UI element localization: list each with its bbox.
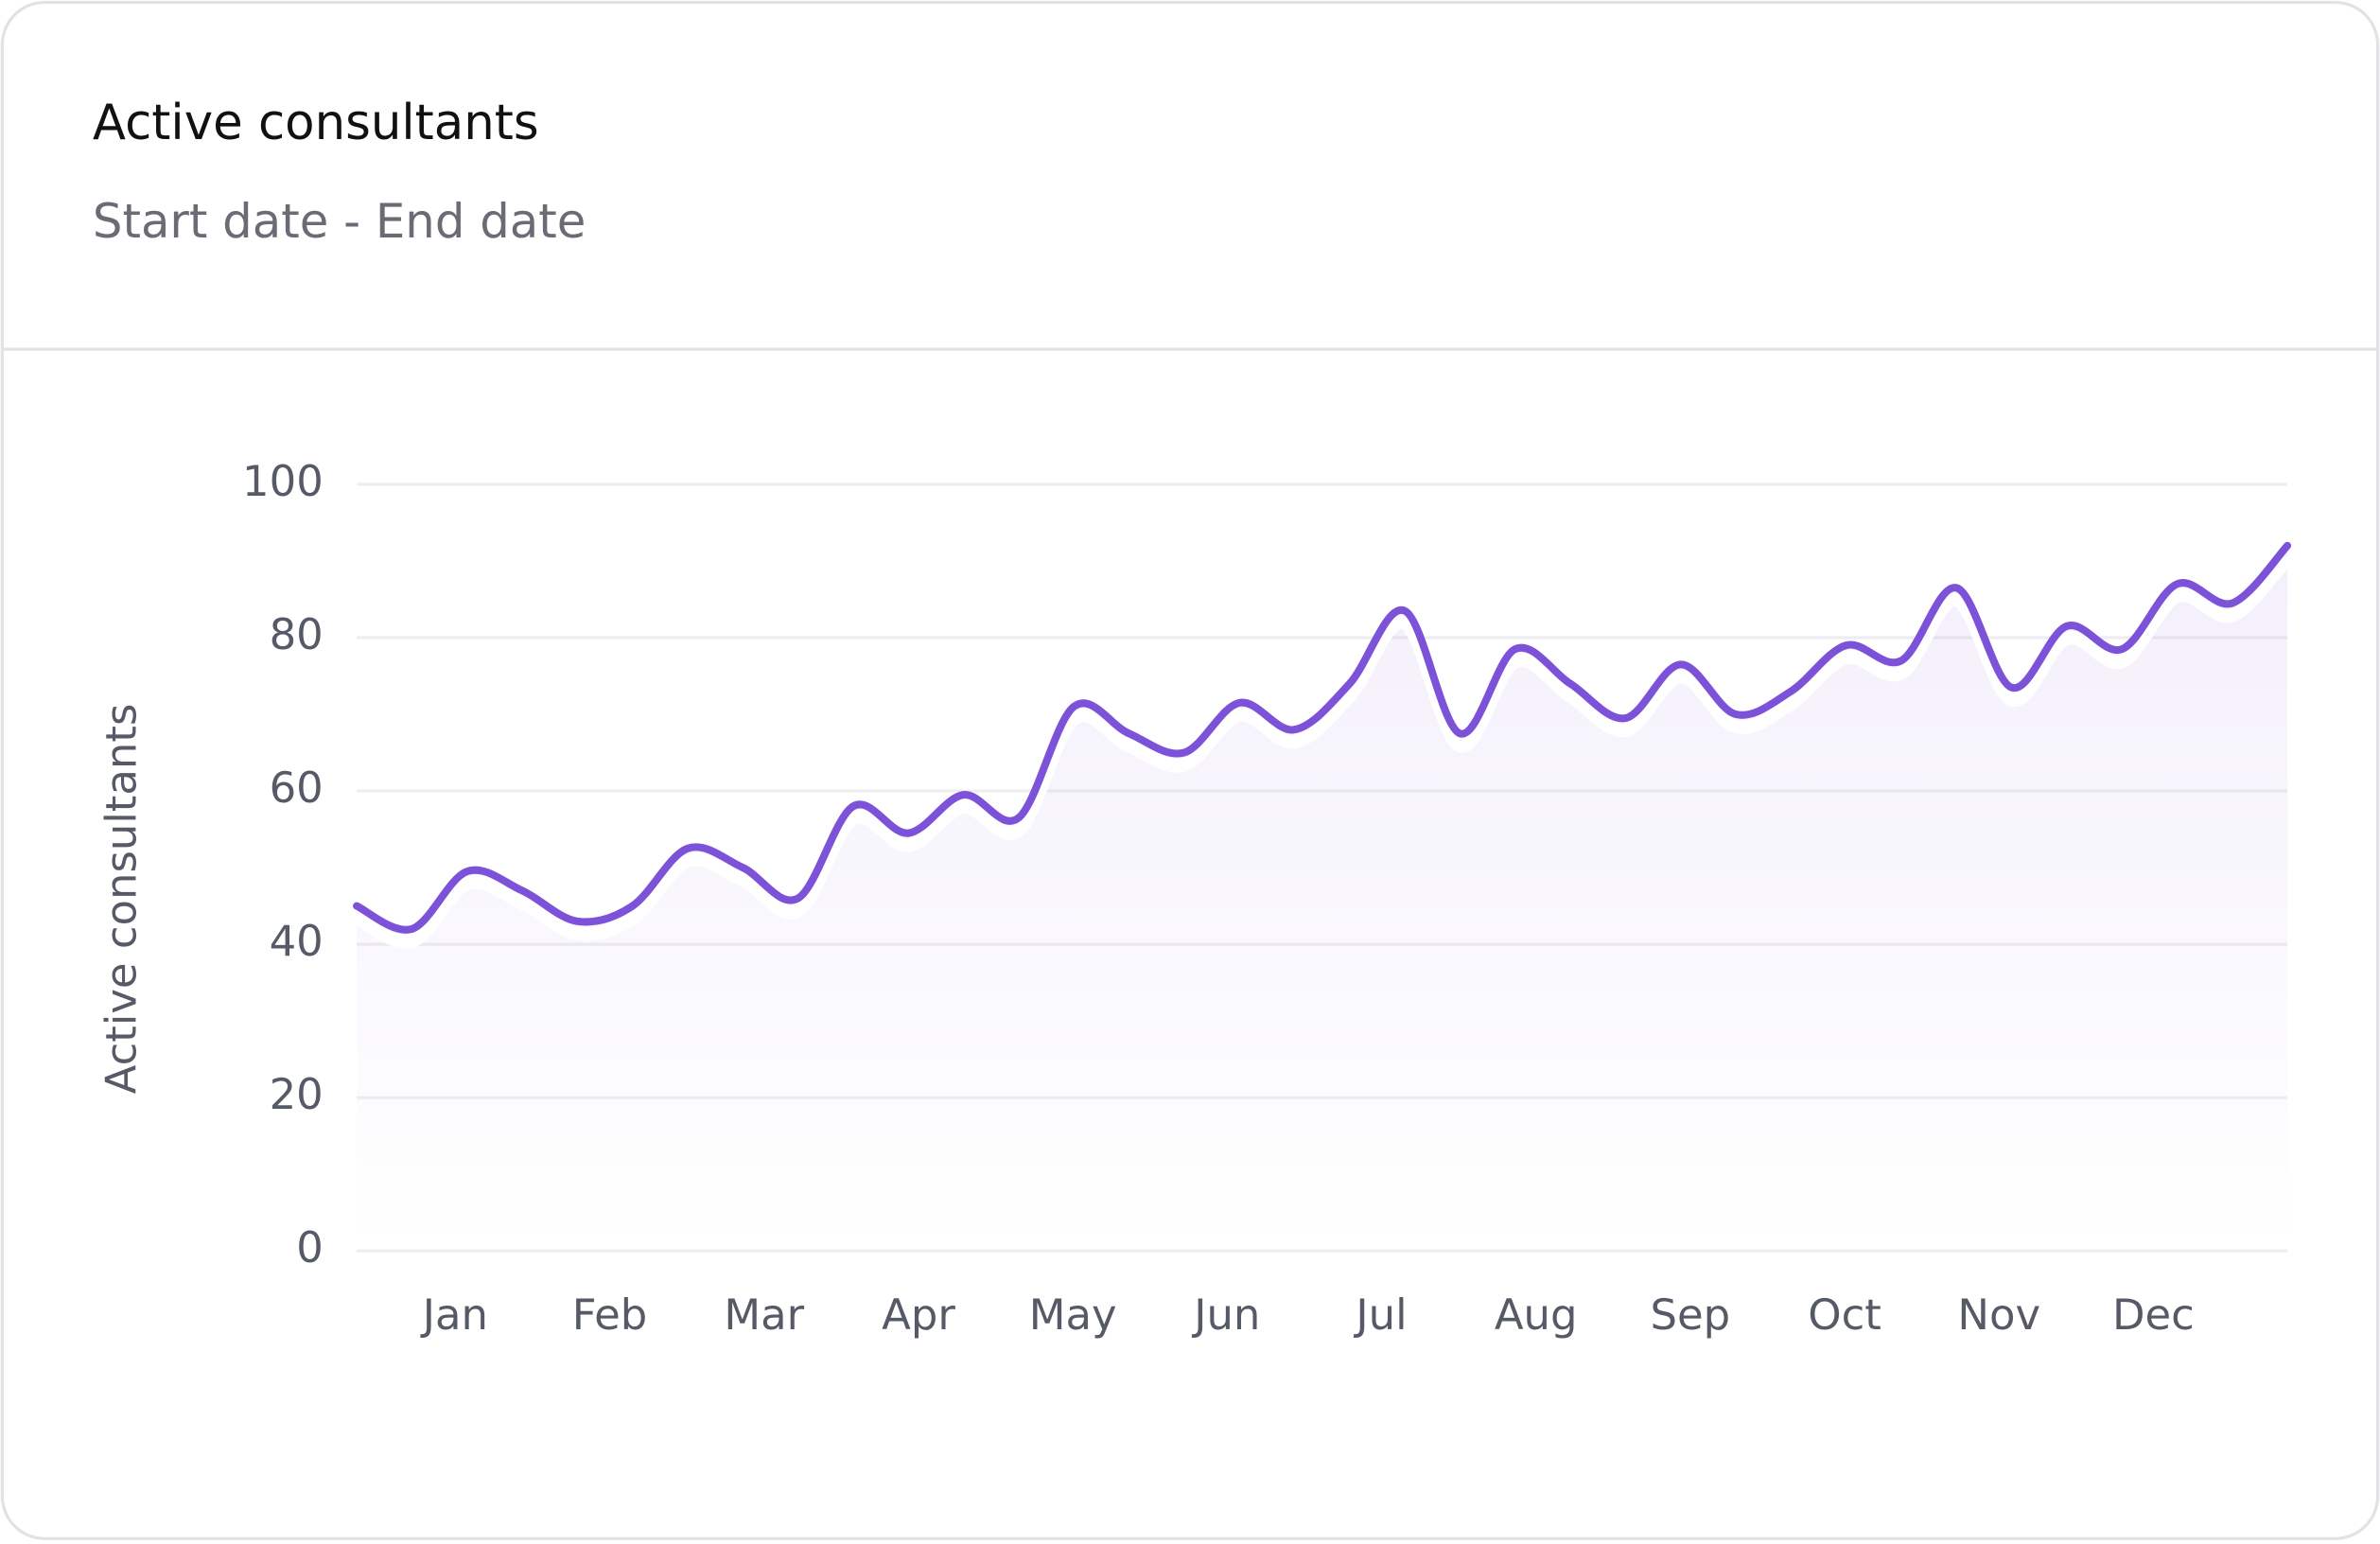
- y-tick-label: 40: [270, 916, 324, 966]
- area: [357, 545, 2288, 1252]
- x-tick-label: Nov: [1957, 1290, 2040, 1340]
- x-tick-label: Aug: [1495, 1290, 1578, 1340]
- x-tick-label: Mar: [724, 1290, 804, 1340]
- line-halo: [353, 553, 2293, 949]
- x-tick-label: Sep: [1651, 1290, 1731, 1340]
- y-tick-label: 100: [242, 456, 324, 506]
- chart-subtitle: Start date - End date: [93, 194, 586, 249]
- x-tick-label: Apr: [882, 1290, 955, 1340]
- x-tick-label: Jul: [1353, 1290, 1407, 1340]
- x-tick-label: Oct: [1808, 1290, 1881, 1340]
- x-tick-label: Jun: [1191, 1290, 1260, 1340]
- line: [353, 541, 2292, 934]
- y-axis-label: Active consultants: [96, 704, 147, 1095]
- y-tick-label: 80: [270, 609, 324, 659]
- x-tick-label: May: [1029, 1290, 1117, 1340]
- y-tick-label: 60: [270, 763, 324, 813]
- chart-title: Active consultants: [93, 95, 539, 151]
- y-tick-label: 0: [296, 1222, 324, 1272]
- x-tick-label: Jan: [420, 1290, 488, 1340]
- x-tick-label: Feb: [572, 1290, 648, 1340]
- y-tick-label: 20: [270, 1069, 324, 1119]
- x-tick-label: Dec: [2112, 1290, 2195, 1340]
